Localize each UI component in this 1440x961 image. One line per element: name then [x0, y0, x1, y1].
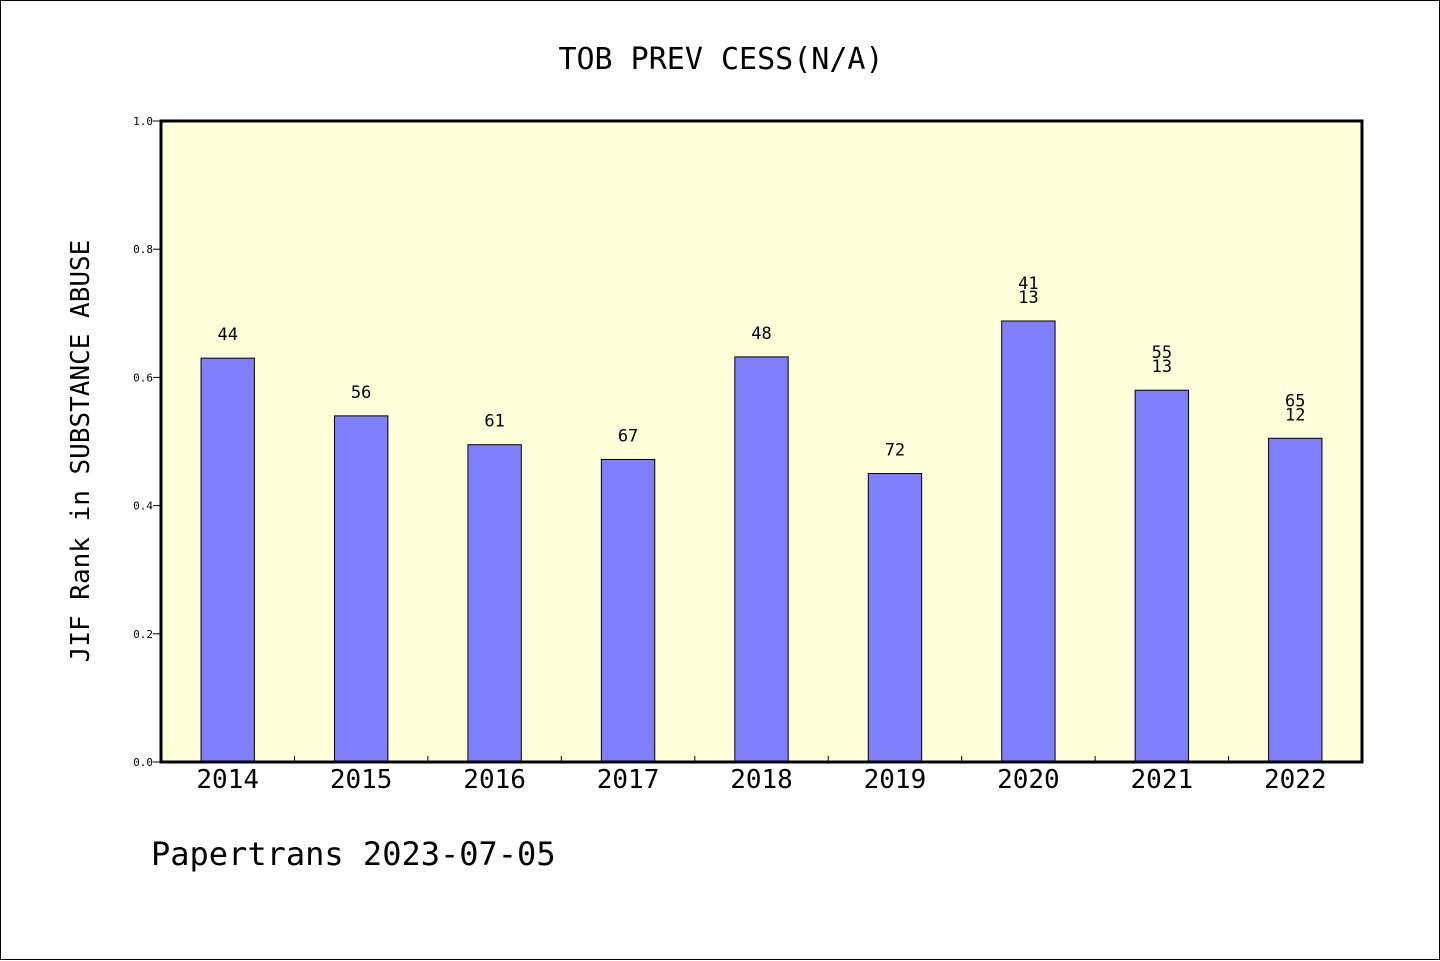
x-tick-label: 2016 — [463, 765, 526, 795]
y-tick-label: 1.0 — [133, 115, 153, 128]
bar-2021 — [1134, 389, 1190, 763]
x-tick-label: 2014 — [196, 765, 259, 795]
x-axis: 2014 2015 2016 2017 2018 2019 2020 2021 2022 — [196, 756, 1327, 795]
y-tick-label: 0.8 — [133, 243, 153, 256]
bar-label: 65 — [1285, 391, 1305, 411]
x-tick-label: 2017 — [597, 765, 660, 795]
bar-label: 12 — [1285, 405, 1305, 425]
bar-2016 — [467, 444, 522, 763]
bar-label: 56 — [351, 383, 371, 403]
bar-2022 — [1268, 437, 1323, 763]
bar-label: 41 — [1018, 274, 1038, 294]
bar-label: 44 — [217, 325, 237, 345]
bar-label: 72 — [885, 441, 905, 461]
x-tick-label: 2020 — [997, 765, 1060, 795]
y-axis: 0.0 0.2 0.4 0.6 0.8 1.0 — [133, 115, 161, 769]
plot-border — [159, 119, 1364, 764]
x-tick-label: 2018 — [730, 765, 793, 795]
bar-2015 — [333, 415, 389, 763]
x-tick-label: 2022 — [1264, 765, 1327, 795]
bar-label: 13 — [1152, 357, 1172, 377]
y-tick-label: 0.0 — [133, 756, 153, 769]
x-tick-label: 2019 — [864, 765, 927, 795]
x-tick-label: 2015 — [330, 765, 393, 795]
bar-2017 — [600, 458, 656, 763]
bar-2014 — [200, 357, 255, 763]
bar-label: 67 — [618, 426, 638, 446]
bar-2018 — [734, 356, 789, 763]
bar-label: 48 — [751, 324, 771, 344]
y-tick-label: 0.6 — [133, 371, 153, 384]
bar-2020 — [1001, 320, 1056, 763]
bar-label: 61 — [484, 412, 504, 432]
bar-label: 13 — [1018, 288, 1038, 308]
x-tick-label: 2021 — [1131, 765, 1194, 795]
y-tick-label: 0.4 — [133, 500, 153, 513]
chart-title: TOB PREV CESS(N/A) — [558, 42, 883, 77]
y-axis-label: JIF Rank in SUBSTANCE ABUSE — [66, 240, 96, 663]
bar-2019 — [867, 473, 923, 763]
footer-text: Papertrans 2023-07-05 — [151, 835, 556, 873]
bar-label: 55 — [1152, 343, 1172, 363]
y-tick-label: 0.2 — [133, 628, 153, 641]
